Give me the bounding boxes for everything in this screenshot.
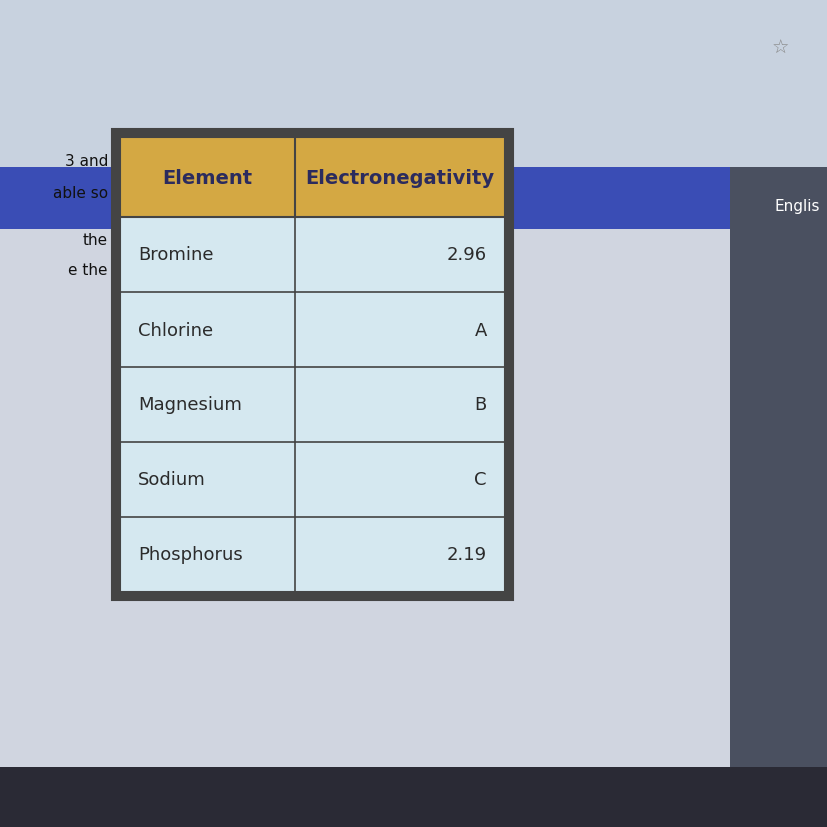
Text: 2.19: 2.19 (447, 546, 486, 564)
Text: e the: e the (69, 263, 108, 278)
Text: Phosphorus: Phosphorus (138, 546, 242, 564)
Text: 3 and: 3 and (65, 155, 108, 170)
Text: able so: able so (53, 186, 108, 201)
Bar (294, 442, 504, 518)
Bar (294, 518, 504, 592)
Text: A: A (474, 321, 486, 339)
Text: C: C (474, 471, 486, 489)
Bar (0, 230, 739, 767)
Text: ☆: ☆ (770, 38, 788, 57)
Text: Englis: Englis (773, 198, 819, 213)
Text: Magnesium: Magnesium (138, 396, 241, 414)
Bar (120, 293, 294, 367)
Bar (0, 767, 827, 827)
Bar (294, 138, 504, 218)
Text: Chlorine: Chlorine (138, 321, 213, 339)
Bar (0, 0, 827, 178)
Bar (729, 168, 827, 767)
Bar (120, 138, 294, 218)
Text: Element: Element (162, 169, 252, 187)
Bar (112, 130, 513, 600)
Bar (294, 293, 504, 367)
Text: B: B (474, 396, 486, 414)
Bar (0, 168, 827, 230)
Bar (120, 367, 294, 442)
Text: the: the (83, 232, 108, 248)
Bar (294, 218, 504, 293)
Text: Bromine: Bromine (138, 246, 213, 264)
Bar (120, 518, 294, 592)
Text: 2.96: 2.96 (447, 246, 486, 264)
Text: Sodium: Sodium (138, 471, 205, 489)
Text: Electronegativity: Electronegativity (305, 169, 494, 187)
Bar (120, 442, 294, 518)
Bar (294, 367, 504, 442)
Bar (120, 218, 294, 293)
